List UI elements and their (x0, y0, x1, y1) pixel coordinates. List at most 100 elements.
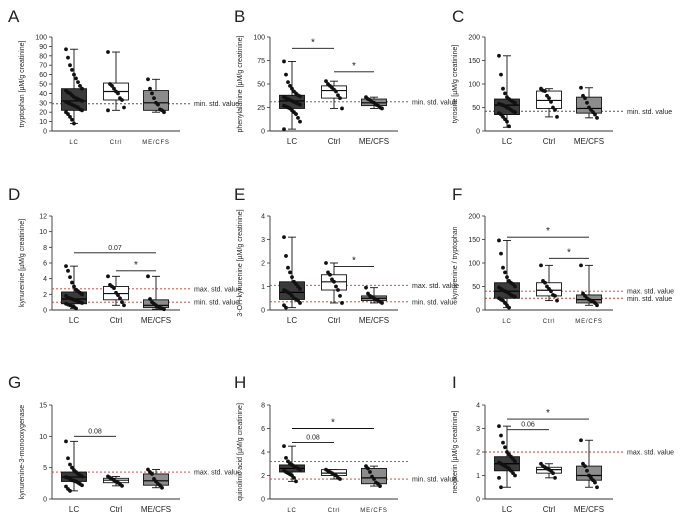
panel-letter-f: F (452, 185, 462, 204)
y-tick-label-i-1: 1 (476, 473, 480, 480)
significance-label-d-0: 0.07 (108, 245, 122, 252)
data-point-d-1-0 (106, 274, 110, 279)
data-point-a-2-5 (156, 102, 160, 107)
y-axis-label-a: tryptophan [µM/g creatinine] (19, 40, 26, 127)
data-point-i-0-2 (501, 440, 505, 445)
box-group-d-0 (61, 264, 87, 311)
data-point-i-0-18 (497, 475, 501, 480)
data-point-d-0-17 (80, 301, 84, 305)
y-tick-label-e-2: 2 (261, 261, 265, 268)
x-tick-label-d-1: Ctrl (110, 316, 123, 325)
data-point-h-0-14 (292, 475, 296, 480)
reference-label-e-0: max. std. value (412, 283, 459, 290)
data-point-c-0-17 (513, 110, 517, 115)
panel-letter-g: G (8, 373, 21, 392)
y-tick-label-d-6: 12 (39, 214, 47, 221)
data-point-i-0-0 (497, 424, 501, 429)
data-point-i-0-8 (513, 459, 517, 464)
y-tick-label-h-2: 4 (261, 450, 265, 457)
panel-letter-c: C (452, 7, 464, 26)
panel-a: A 0 10 20 30 40 50 60 70 80 90 100 tryptophan [µM/g … (8, 7, 239, 146)
y-tick-label-a-1: 10 (39, 119, 47, 126)
y-tick-label-a-6: 60 (39, 72, 47, 79)
y-tick-label-d-0: 0 (43, 308, 47, 315)
data-point-a-0-30 (70, 117, 74, 122)
data-point-d-2-8 (162, 307, 166, 312)
x-tick-label-g-1: Ctrl (110, 505, 123, 514)
y-tick-label-g-1: 5 (43, 465, 47, 472)
y-tick-label-a-2: 20 (39, 110, 47, 117)
data-point-a-1-7 (120, 98, 124, 102)
data-point-a-1-9 (106, 108, 110, 113)
data-point-i-0-19 (499, 485, 503, 490)
y-tick-label-b-1: 25 (257, 105, 265, 112)
data-point-e-0-1 (284, 254, 288, 258)
data-point-c-1-7 (553, 107, 557, 112)
data-point-a-1-3 (112, 86, 116, 91)
data-point-a-0-28 (66, 112, 70, 116)
data-point-a-0-5 (74, 76, 78, 81)
data-point-e-1-7 (338, 294, 342, 298)
box-c-2 (576, 96, 602, 114)
reference-label-a-0: min. std. value (194, 101, 239, 108)
y-tick-label-f-1: 50 (472, 284, 480, 291)
data-point-g-0-1 (66, 456, 70, 461)
data-point-a-2-8 (162, 110, 166, 115)
significance-label-g-0: 0.08 (88, 428, 102, 435)
y-tick-label-d-3: 6 (43, 261, 47, 268)
data-point-e-1-4 (332, 279, 336, 284)
significance-label-i-1: * (546, 408, 550, 419)
y-tick-label-h-4: 8 (261, 403, 265, 410)
y-tick-label-a-5: 50 (39, 82, 47, 89)
box-group-g-1 (103, 474, 129, 488)
box-group-c-0 (494, 53, 520, 129)
data-point-c-2-2 (583, 96, 587, 100)
data-point-f-1-7 (553, 294, 557, 298)
data-point-e-1-6 (336, 288, 340, 292)
reference-label-h-1: min. std. value (412, 477, 457, 484)
y-tick-label-e-1: 1 (261, 284, 265, 291)
data-point-d-1-8 (122, 303, 126, 308)
box-group-g-0 (61, 439, 87, 493)
y-tick-label-a-10: 100 (35, 35, 47, 42)
data-point-a-0-31 (72, 121, 76, 126)
y-tick-label-c-0: 0 (476, 129, 480, 136)
y-tick-label-e-0: 0 (261, 308, 265, 315)
panel-letter-h: H (234, 373, 246, 392)
reference-label-i-0: max. std. value (627, 450, 674, 457)
significance-label-f-1: * (567, 247, 571, 258)
panel-letter-i: I (452, 373, 457, 392)
box-group-g-2 (143, 467, 169, 490)
data-point-h-2-4 (372, 477, 376, 481)
data-point-g-2-2 (150, 472, 154, 476)
reference-label-e-1: min. std. value (412, 299, 457, 306)
data-point-b-0-1 (284, 72, 288, 77)
x-tick-label-i-2: ME/CFS (574, 505, 604, 514)
data-point-g-0-8 (80, 474, 84, 479)
data-point-e-1-2 (328, 272, 332, 277)
y-axis-label-c: tyrosine [µM/g creatinine] (452, 45, 459, 123)
data-point-c-0-22 (505, 119, 509, 124)
y-tick-label-c-2: 100 (468, 82, 480, 89)
y-tick-label-i-4: 4 (476, 403, 480, 410)
significance-label-b-1: * (352, 61, 356, 72)
data-point-a-2-3 (152, 96, 156, 100)
data-point-f-2-8 (595, 303, 599, 308)
y-tick-label-f-3: 150 (468, 237, 480, 244)
y-tick-label-a-9: 90 (39, 44, 47, 51)
x-tick-label-f-0: LC (502, 319, 511, 325)
y-tick-label-f-4: 200 (468, 214, 480, 221)
data-point-d-1-3 (112, 286, 116, 290)
data-point-g-1-7 (120, 483, 124, 488)
significance-label-b-0: * (311, 37, 315, 48)
data-point-a-0-8 (80, 86, 84, 91)
data-point-i-0-3 (503, 445, 507, 450)
y-tick-label-d-2: 4 (43, 276, 47, 283)
data-point-a-0-6 (76, 80, 80, 85)
data-point-e-0-19 (284, 305, 288, 310)
data-point-i-2-8 (595, 485, 599, 490)
reference-label-c-0: min. std. value (627, 109, 672, 116)
x-tick-label-b-0: LC (287, 137, 297, 146)
data-point-c-1-2 (543, 89, 547, 93)
